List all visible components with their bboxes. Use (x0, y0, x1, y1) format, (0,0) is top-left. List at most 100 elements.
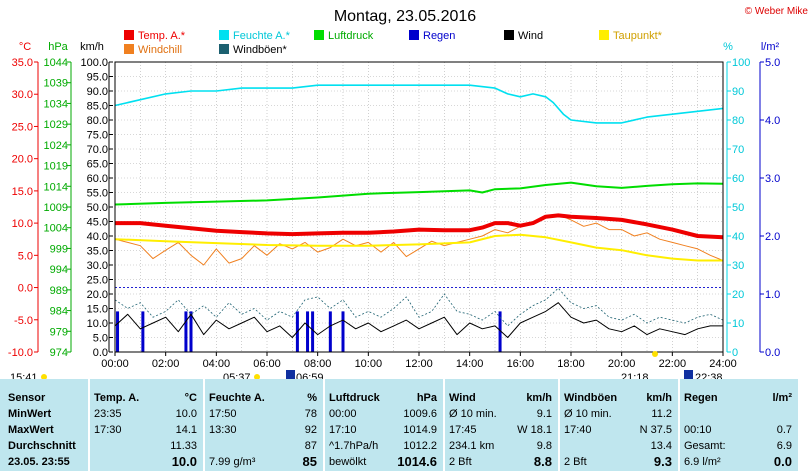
weather-chart: 35.030.025.020.015.010.05.00.0-5.0-10.01… (8, 6, 808, 379)
grid-lines (114, 61, 724, 353)
table-header-temp: Temp. A. (94, 392, 140, 404)
lm2-tick-label: 3.0 (765, 173, 780, 185)
legend-swatch-taupunkt (599, 30, 609, 40)
sun-icon (652, 351, 658, 357)
unit-temp-label: °C (19, 41, 31, 53)
rain-bar (116, 311, 120, 352)
table-cell-detail: 2 Bft (564, 456, 587, 468)
hpa-tick-label: 1039 (44, 78, 68, 90)
sun-icon (41, 374, 47, 379)
table-cell-value: 6.9 (776, 440, 792, 452)
table-cell-detail: 17:30 (94, 424, 122, 436)
table-cell-detail: ^1.7hPa/h (329, 440, 379, 452)
time-tick-label: 04:00 (203, 358, 231, 370)
pct-tick-label: 60 (732, 173, 744, 185)
temp-tick-label: 20.0 (12, 154, 33, 166)
pct-tick-label: 80 (732, 115, 744, 127)
hpa-tick-label: 989 (50, 285, 68, 297)
legend-label-temp: Temp. A.* (138, 30, 186, 42)
table-unit-windboeen: km/h (646, 392, 672, 404)
table-cell-value: 1014.6 (397, 454, 437, 469)
table-unit-temp: °C (184, 392, 197, 404)
kmh-tick-label: 80.0 (87, 115, 108, 127)
kmh-tick-label: 75.0 (87, 130, 108, 142)
kmh-tick-label: 65.0 (87, 159, 108, 171)
legend-label-windchill: Windchill (138, 44, 182, 56)
table-cell-value: 10.0 (171, 454, 197, 469)
sunset-prev-label: 15:41 (10, 372, 38, 379)
rain-bar (189, 311, 193, 352)
table-cell-detail: bewölkt (329, 456, 367, 468)
legend-label-taupunkt: Taupunkt* (613, 30, 663, 42)
temp-tick-label: 30.0 (12, 89, 33, 101)
table-cell-detail: 17:40 (564, 424, 592, 436)
sun-icon (254, 374, 260, 379)
kmh-tick-label: 15.0 (87, 304, 108, 316)
stats-table: Sensor MinWert MaxWert Durchschnitt 23.05. 2… (0, 379, 810, 471)
sunset-label: 21:18 (621, 372, 649, 379)
table-cell-detail: 7.99 g/m³ (209, 456, 256, 468)
legend-swatch-windchill (124, 44, 134, 54)
table-header-luftdruck: Luftdruck (329, 392, 380, 404)
legend-label-wind: Wind (518, 30, 543, 42)
legend-label-regen: Regen (423, 30, 455, 42)
time-tick-label: 14:00 (456, 358, 484, 370)
temp-tick-label: -5.0 (14, 315, 33, 327)
table-cell-detail: Gesamt: (684, 440, 726, 452)
unit-kmh-label: km/h (80, 41, 104, 53)
table-cell-value: W 18.1 (517, 424, 552, 436)
temp-tick-label: 15.0 (12, 186, 33, 198)
table-unit-feuchte: % (307, 392, 317, 404)
pct-tick-label: 100 (732, 57, 750, 69)
unit-hpa-label: hPa (48, 41, 68, 53)
table-cell-value: 9.1 (536, 408, 552, 420)
kmh-tick-label: 50.0 (87, 202, 108, 214)
legend-swatch-regen (409, 30, 419, 40)
rain-bar (141, 311, 145, 352)
kmh-tick-label: 95.0 (87, 72, 108, 84)
rain-bar (306, 311, 310, 352)
table-cell-detail: 23:35 (94, 408, 122, 420)
table-cell-value: 11.2 (651, 408, 672, 420)
hpa-tick-label: 1029 (44, 119, 68, 131)
table-col-bg (205, 379, 323, 471)
table-cell-value: 9.8 (536, 440, 552, 452)
hpa-tick-label: 1019 (44, 161, 68, 173)
legend-label-luftdruck: Luftdruck (328, 30, 374, 42)
rain-bar (328, 311, 332, 352)
sunrise-label: 05:37 (223, 372, 251, 379)
time-tick-label: 22:00 (659, 358, 687, 370)
legend-label-windboeen: Windböen* (233, 44, 288, 56)
table-col-bg (445, 379, 558, 471)
pct-tick-label: 30 (732, 260, 744, 272)
legend-swatch-feuchte (219, 30, 229, 40)
pct-tick-label: 40 (732, 231, 744, 243)
moon-icon (286, 370, 295, 379)
table-header-windboeen: Windböen (564, 392, 618, 404)
hpa-tick-label: 1034 (44, 98, 68, 110)
table-cell-value: 10.0 (175, 408, 197, 420)
chart-axes: 35.0 30.0 25.0 20.0 15.0 10.0 5.0 0.0 -5.0 -10.0 1… (8, 41, 780, 370)
sun-moon-marks: 15:41 05:37 06:59 21:18 22:38 (10, 351, 723, 379)
hpa-tick-label: 974 (50, 347, 68, 359)
series-line-taupunkt (114, 233, 723, 262)
pct-tick-label: 20 (732, 289, 744, 301)
table-cell-detail: 00:00 (329, 408, 357, 420)
moon-icon (684, 370, 693, 379)
legend-swatch-luftdruck (314, 30, 324, 40)
series-line-feuchte-a (114, 84, 724, 124)
series-line-wind (114, 302, 723, 338)
table-header-feuchte: Feuchte A. (209, 392, 265, 404)
table-unit-luftdruck: hPa (416, 392, 437, 404)
table-col-bg (680, 379, 798, 471)
table-cell-detail: 2 Bft (449, 456, 472, 468)
time-tick-label: 00:00 (101, 358, 129, 370)
moonset-label: 22:38 (695, 372, 723, 379)
table-cell-value: 85 (302, 454, 317, 469)
legend-swatch-windboeen (219, 44, 229, 54)
chart-legend: Temp. A.* Feuchte A.* Luftdruck Regen Wind Ta… (124, 30, 663, 56)
unit-lm2-label: l/m² (761, 41, 780, 53)
lm2-tick-label: 5.0 (765, 57, 780, 69)
time-tick-label: 02:00 (152, 358, 180, 370)
table-row-label: MaxWert (8, 424, 54, 436)
